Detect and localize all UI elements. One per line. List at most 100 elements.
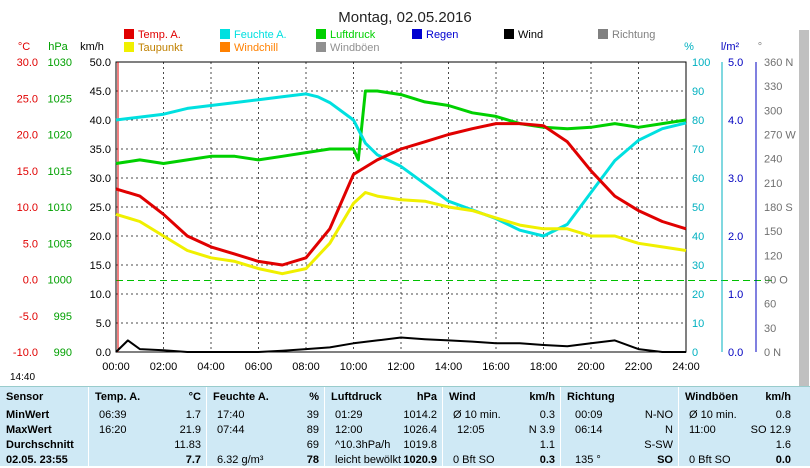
stats-header: Feuchte A. xyxy=(213,391,269,403)
temp-tick-label: 0.0 xyxy=(23,275,38,287)
pressure-tick-label: 1030 xyxy=(48,57,72,69)
legend-label: Windchill xyxy=(234,42,278,54)
series-line-wind xyxy=(115,336,686,353)
rain-tick-label: 3.0 xyxy=(728,173,743,185)
axis-units: °C hPa km/h% l/m² ° xyxy=(18,41,762,53)
stats-header: Richtung xyxy=(567,391,615,403)
stats-unit: °C xyxy=(188,391,201,403)
wind-tick-label: 30.0 xyxy=(90,173,111,185)
pressure-tick-label: 1025 xyxy=(48,93,72,105)
legend-swatch xyxy=(504,29,514,39)
pressure-tick-label: 1000 xyxy=(48,275,72,287)
x-tick-label: 22:00 xyxy=(625,361,653,373)
stats-col-pressure: Luftdruck hPa 01:29 1014.2 12:00 1026.4 ^1… xyxy=(324,387,443,466)
dir-max-value: N xyxy=(665,424,673,436)
temp-tick-label: 15.0 xyxy=(17,166,38,178)
hum-min-time: 17:40 xyxy=(217,409,245,421)
dir-min-value: N-NO xyxy=(644,409,673,421)
humidity-tick-label: 30 xyxy=(692,260,704,272)
legend-label: Richtung xyxy=(612,29,655,41)
press-trend: ^10.3hPa/h xyxy=(335,439,391,451)
humidity-tick-label: 20 xyxy=(692,289,704,301)
hum-abs-humidity: 6.32 g/m³ xyxy=(217,454,264,466)
temp-current-value: 7.7 xyxy=(185,454,201,466)
stats-header: Luftdruck xyxy=(331,391,382,403)
humidity-tick-label: 80 xyxy=(692,115,704,127)
chart-title: Montag, 02.05.2016 xyxy=(338,9,471,26)
x-tick-label: 24:00 xyxy=(672,361,700,373)
row-label-max: MaxWert xyxy=(6,424,52,436)
x-tick-label: 18:00 xyxy=(530,361,558,373)
legend-label: Wind xyxy=(518,29,543,41)
direction-tick-label: 270 W xyxy=(764,130,796,142)
pressure-tick-label: 1010 xyxy=(48,202,72,214)
x-tick-label: 16:00 xyxy=(482,361,510,373)
temp-tick-label: 30.0 xyxy=(17,57,38,69)
rain-tick-label: 5.0 xyxy=(728,57,743,69)
stats-col-sensor: Sensor MinWert MaxWert Durchschnitt 02.0… xyxy=(0,387,88,466)
x-tick-label: 10:00 xyxy=(340,361,368,373)
legend-swatch xyxy=(124,29,134,39)
series-line-luftdruck xyxy=(115,89,687,165)
row-label-min: MinWert xyxy=(6,409,50,421)
wind-max-value: N 3.9 xyxy=(528,424,555,436)
press-current-value: 1020.9 xyxy=(403,454,437,466)
dir-avg-value: S-SW xyxy=(644,439,673,451)
humidity-tick-label: 60 xyxy=(692,173,704,185)
wind-tick-label: 35.0 xyxy=(90,144,111,156)
hum-min-value: 39 xyxy=(306,409,319,421)
legend-label: Windböen xyxy=(330,42,380,54)
stats-unit: km/h xyxy=(529,391,555,403)
temp-tick-label: -5.0 xyxy=(19,311,38,323)
wind-tick-label: 15.0 xyxy=(90,260,111,272)
rain-tick-label: 2.0 xyxy=(728,231,743,243)
stats-unit: km/h xyxy=(765,391,791,403)
press-min-time: 01:29 xyxy=(335,409,363,421)
humidity-tick-label: 40 xyxy=(692,231,704,243)
direction-tick-label: 360 N xyxy=(764,57,793,69)
pressure-unit: hPa xyxy=(48,41,68,53)
series-line-temp-a- xyxy=(115,122,687,267)
temp-tick-label: 25.0 xyxy=(17,93,38,105)
direction-tick-label: 30 xyxy=(764,323,776,335)
dir-current-value: SO xyxy=(657,454,673,466)
pressure-tick-label: 1020 xyxy=(48,130,72,142)
hum-avg-value: 69 xyxy=(306,439,319,451)
timestamp: 14:40 xyxy=(10,372,36,383)
rain-tick-label: 1.0 xyxy=(728,289,743,301)
dir-min-time: 00:09 xyxy=(575,409,603,421)
pressure-tick-label: 1015 xyxy=(48,166,72,178)
direction-unit: ° xyxy=(758,41,762,53)
humidity-tick-label: 100 xyxy=(692,57,710,69)
temp-unit: °C xyxy=(18,41,30,53)
legend-label: Regen xyxy=(426,29,458,41)
x-tick-label: 02:00 xyxy=(150,361,178,373)
press-min-value: 1014.2 xyxy=(403,409,437,421)
temp-min-value: 1.7 xyxy=(185,409,201,421)
legend-swatch xyxy=(316,29,326,39)
humidity-tick-label: 50 xyxy=(692,202,704,214)
dir-max-time: 06:14 xyxy=(575,424,603,436)
pressure-tick-label: 1005 xyxy=(48,238,72,250)
hum-max-value: 89 xyxy=(306,424,319,436)
wind-tick-label: 5.0 xyxy=(96,318,111,330)
row-label-current: 02.05. 23:55 xyxy=(6,454,68,466)
direction-tick-label: 210 xyxy=(764,178,782,190)
row-label-avg: Durchschnitt xyxy=(6,439,74,451)
wind-avg-label: Ø 10 min. xyxy=(453,409,501,421)
x-tick-label: 08:00 xyxy=(292,361,320,373)
stats-col-direction: Richtung 00:09 N-NO 06:14 N S-SW 135 ° SO xyxy=(560,387,679,466)
x-tick-label: 00:00 xyxy=(102,361,130,373)
wind-tick-label: 50.0 xyxy=(90,57,111,69)
pressure-tick-label: 990 xyxy=(54,347,72,359)
stats-col-temp: Temp. A. °C 06:39 1.7 16:20 21.9 11.83 7.7 xyxy=(88,387,207,466)
direction-tick-label: 240 xyxy=(764,154,782,166)
weather-chart: Montag, 02.05.2016 Temp. A. Feuchte A. Luf… xyxy=(13,9,809,386)
direction-tick-label: 60 xyxy=(764,299,776,311)
stats-col-humidity: Feuchte A. % 17:40 39 07:44 89 69 6.32 g/m… xyxy=(206,387,325,466)
wind-current-value: 0.3 xyxy=(539,454,555,466)
wind-beaufort: 0 Bft SO xyxy=(453,454,495,466)
legend-swatch xyxy=(412,29,422,39)
temp-tick-label: 5.0 xyxy=(23,238,38,250)
rain-unit: l/m² xyxy=(721,41,740,53)
